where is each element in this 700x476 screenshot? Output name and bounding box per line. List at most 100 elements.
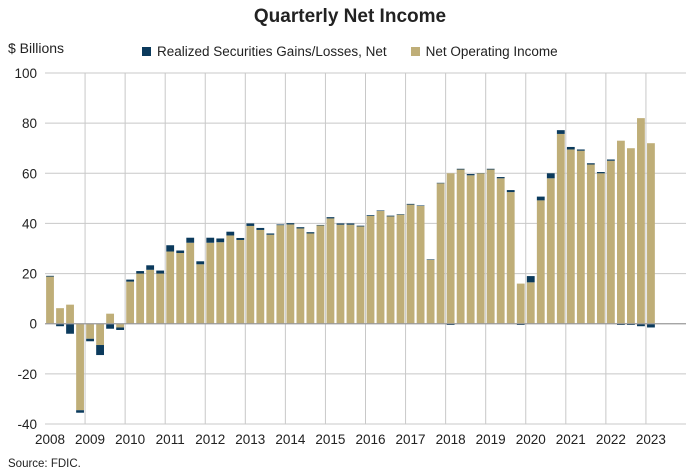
bar-realized-gains-losses bbox=[216, 238, 225, 243]
bar-realized-gains-losses bbox=[506, 190, 515, 193]
chart-title: Quarterly Net Income bbox=[253, 6, 447, 27]
bar-realized-gains-losses bbox=[246, 223, 255, 226]
legend-label-realized: Realized Securities Gains/Losses, Net bbox=[157, 44, 387, 59]
bar-net-operating-income bbox=[266, 234, 275, 324]
bar-net-operating-income bbox=[647, 143, 655, 324]
bar-realized-gains-losses bbox=[326, 217, 335, 219]
bar-net-operating-income bbox=[296, 228, 305, 324]
bar-net-operating-income bbox=[486, 169, 495, 324]
bar-net-operating-income bbox=[637, 118, 645, 324]
bar-realized-gains-losses bbox=[516, 323, 525, 325]
y-tick-label: 60 bbox=[22, 166, 37, 181]
bar-realized-gains-losses bbox=[586, 163, 595, 165]
bar-realized-gains-losses bbox=[526, 276, 535, 283]
bar-realized-gains-losses bbox=[166, 245, 175, 252]
bar-net-operating-income bbox=[516, 283, 525, 324]
bar-realized-gains-losses bbox=[276, 224, 285, 226]
bar-net-operating-income bbox=[66, 304, 74, 324]
bar-net-operating-income bbox=[566, 149, 575, 324]
x-tick-label: 2013 bbox=[235, 432, 265, 447]
bar-realized-gains-losses bbox=[206, 237, 215, 243]
x-tick-label: 2020 bbox=[516, 432, 546, 447]
x-tick-label: 2015 bbox=[315, 432, 345, 447]
bar-net-operating-income bbox=[146, 269, 155, 324]
bar-net-operating-income bbox=[396, 214, 405, 324]
bar-realized-gains-losses bbox=[576, 149, 585, 151]
y-tick-label: 40 bbox=[22, 216, 37, 231]
bar-net-operating-income bbox=[496, 178, 505, 324]
bar-net-operating-income bbox=[616, 140, 625, 324]
bar-realized-gains-losses bbox=[266, 233, 275, 235]
bar-realized-gains-losses bbox=[426, 259, 435, 260]
bar-realized-gains-losses bbox=[456, 168, 465, 170]
bar-realized-gains-losses bbox=[66, 323, 74, 334]
bar-net-operating-income bbox=[426, 259, 435, 324]
bar-realized-gains-losses bbox=[366, 215, 375, 216]
bar-realized-gains-losses bbox=[356, 225, 365, 227]
legend-swatch-operating bbox=[410, 47, 420, 56]
bar-realized-gains-losses bbox=[616, 323, 625, 325]
bar-realized-gains-losses bbox=[546, 173, 555, 179]
bar-realized-gains-losses bbox=[376, 210, 385, 211]
legend-swatch-realized bbox=[142, 47, 151, 56]
bar-net-operating-income bbox=[166, 251, 175, 324]
bar-realized-gains-losses bbox=[566, 146, 575, 150]
bar-net-operating-income bbox=[126, 281, 135, 324]
bar-net-operating-income bbox=[216, 242, 225, 324]
bar-realized-gains-losses bbox=[96, 345, 104, 356]
bar-net-operating-income bbox=[606, 160, 615, 324]
y-axis-unit-label: $ Billions bbox=[8, 40, 65, 56]
x-tick-label: 2017 bbox=[396, 432, 426, 447]
bar-realized-gains-losses bbox=[86, 338, 94, 342]
bar-realized-gains-losses bbox=[126, 279, 135, 282]
bar-realized-gains-losses bbox=[46, 275, 54, 277]
bar-realized-gains-losses bbox=[186, 237, 195, 243]
bar-net-operating-income bbox=[436, 183, 445, 324]
x-tick-label: 2010 bbox=[115, 432, 145, 447]
source-note: Source: FDIC. bbox=[8, 458, 81, 470]
bar-net-operating-income bbox=[406, 204, 415, 324]
bar-realized-gains-losses bbox=[136, 271, 145, 274]
bar-realized-gains-losses bbox=[536, 196, 545, 201]
bar-realized-gains-losses bbox=[116, 327, 125, 330]
bar-realized-gains-losses bbox=[436, 182, 445, 184]
bar-realized-gains-losses bbox=[556, 130, 565, 134]
bar-net-operating-income bbox=[76, 323, 84, 411]
bar-realized-gains-losses bbox=[286, 223, 295, 225]
bar-net-operating-income bbox=[586, 164, 595, 324]
bar-net-operating-income bbox=[466, 175, 475, 324]
x-tick-label: 2018 bbox=[436, 432, 466, 447]
x-tick-label: 2019 bbox=[476, 432, 506, 447]
bar-realized-gains-losses bbox=[226, 231, 235, 236]
bar-net-operating-income bbox=[156, 273, 165, 324]
x-tick-label: 2023 bbox=[636, 432, 666, 447]
bar-net-operating-income bbox=[386, 216, 395, 324]
bar-net-operating-income bbox=[56, 308, 64, 324]
bar-realized-gains-losses bbox=[416, 205, 425, 206]
bar-realized-gains-losses bbox=[627, 323, 635, 325]
bar-net-operating-income bbox=[106, 313, 115, 324]
bar-net-operating-income bbox=[627, 148, 635, 324]
bar-net-operating-income bbox=[316, 225, 325, 324]
bar-net-operating-income bbox=[206, 242, 215, 324]
bar-realized-gains-losses bbox=[406, 203, 415, 205]
bar-net-operating-income bbox=[446, 173, 455, 324]
bar-realized-gains-losses bbox=[486, 168, 495, 170]
bar-net-operating-income bbox=[116, 323, 125, 328]
bar-realized-gains-losses bbox=[596, 172, 605, 174]
bar-realized-gains-losses bbox=[647, 323, 655, 328]
bar-realized-gains-losses bbox=[56, 323, 64, 327]
x-tick-label: 2016 bbox=[355, 432, 385, 447]
bar-net-operating-income bbox=[356, 226, 365, 324]
bar-net-operating-income bbox=[576, 150, 585, 324]
x-tick-label: 2011 bbox=[156, 432, 185, 447]
legend: Realized Securities Gains/Losses, Net Ne… bbox=[142, 44, 582, 59]
bar-net-operating-income bbox=[226, 235, 235, 324]
bar-realized-gains-losses bbox=[316, 224, 325, 226]
bar-net-operating-income bbox=[546, 178, 555, 324]
bar-realized-gains-losses bbox=[386, 215, 395, 217]
y-tick-label: 0 bbox=[29, 317, 37, 332]
bar-net-operating-income bbox=[536, 200, 545, 324]
